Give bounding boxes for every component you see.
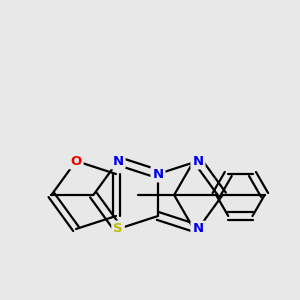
Text: N: N xyxy=(152,167,164,181)
Text: O: O xyxy=(70,154,82,167)
Text: N: N xyxy=(112,154,124,167)
Text: N: N xyxy=(192,223,203,236)
Text: S: S xyxy=(113,223,123,236)
Text: N: N xyxy=(192,154,203,167)
